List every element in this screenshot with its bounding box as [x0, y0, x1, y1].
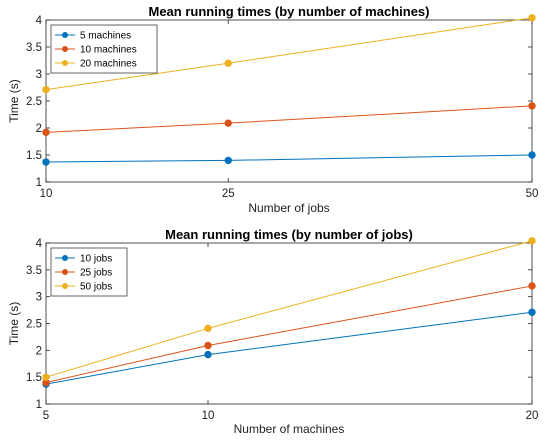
legend-label: 20 machines: [80, 59, 137, 70]
legend-marker: [62, 32, 68, 38]
y-tick-label: 4: [36, 238, 43, 250]
data-point: [42, 85, 50, 94]
series-line: [45, 105, 533, 133]
y-tick-label: 1: [36, 399, 42, 411]
data-point: [224, 156, 232, 165]
data-point: [528, 151, 536, 159]
y-tick-label: 2.5: [26, 96, 42, 108]
y-tick-label: 2: [36, 123, 42, 135]
legend-label: 50 jobs: [80, 282, 112, 293]
y-axis-label: Time (s): [7, 79, 21, 123]
x-tick-label: 50: [526, 188, 539, 200]
y-tick-label: 1.5: [26, 150, 42, 162]
data-point: [528, 14, 536, 22]
y-tick-label: 2.5: [26, 319, 42, 331]
legend-label: 5 machines: [80, 31, 131, 42]
data-point: [42, 128, 50, 137]
y-tick-label: 1: [36, 177, 42, 189]
y-tick-label: 4: [36, 15, 43, 27]
data-point: [528, 308, 536, 316]
x-tick-label: 10: [202, 410, 215, 422]
data-point: [42, 158, 50, 166]
data-point: [42, 373, 50, 381]
series-line: [45, 311, 533, 385]
chart-by-jobs: Mean running times (by number of jobs) N…: [7, 227, 538, 436]
data-point: [204, 341, 212, 350]
legend-marker: [62, 60, 68, 66]
series-line: [45, 285, 533, 384]
chart-title: Mean running times (by number of jobs): [165, 227, 413, 242]
data-point: [528, 282, 536, 290]
data-point: [204, 350, 212, 359]
y-tick-label: 3: [36, 292, 42, 304]
x-axis-label: Number of machines: [234, 422, 345, 436]
chart-title: Mean running times (by number of machine…: [149, 4, 430, 19]
chart-by-machines: Mean running times (by number of machine…: [7, 4, 538, 215]
data-point: [224, 119, 232, 127]
legend-marker: [62, 255, 68, 261]
x-tick-label: 10: [40, 188, 53, 200]
legend-label: 25 jobs: [80, 268, 112, 279]
x-axis-label: Number of jobs: [248, 201, 329, 215]
series-line: [45, 154, 533, 163]
y-tick-label: 2: [36, 345, 42, 357]
data-point: [528, 102, 536, 110]
x-tick-label: 5: [43, 410, 49, 422]
legend-marker: [62, 269, 68, 275]
data-point: [224, 59, 232, 67]
y-tick-label: 1.5: [26, 372, 42, 384]
y-tick-label: 3.5: [26, 265, 42, 277]
data-point: [528, 237, 536, 245]
y-axis-label: Time (s): [7, 302, 21, 346]
x-tick-label: 20: [526, 410, 539, 422]
y-tick-label: 3: [36, 69, 42, 81]
data-point: [204, 324, 212, 333]
legend-marker: [62, 46, 68, 52]
legend-label: 10 machines: [80, 45, 137, 56]
x-tick-label: 25: [222, 188, 235, 200]
legend-label: 10 jobs: [80, 254, 112, 265]
legend-marker: [62, 283, 68, 289]
y-tick-label: 3.5: [26, 42, 42, 54]
